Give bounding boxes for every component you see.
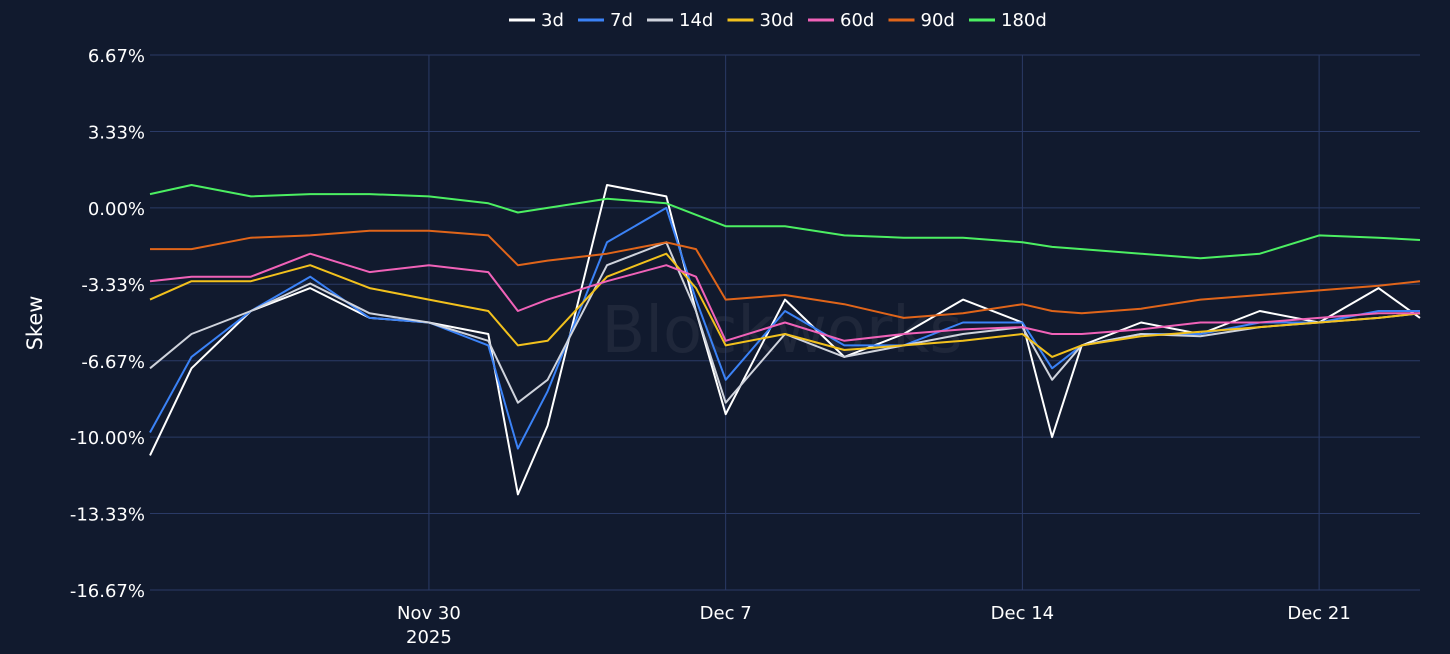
legend-item-60d[interactable]: 60d (808, 10, 874, 31)
x-tick-label: Dec 7 (700, 603, 752, 624)
y-tick-label: -6.67% (81, 352, 145, 373)
legend-label: 60d (840, 10, 874, 31)
y-tick-label: -3.33% (81, 275, 145, 296)
x-tick-year-label: 2025 (406, 627, 452, 648)
legend-label: 14d (679, 10, 713, 31)
legend-label: 180d (1001, 10, 1047, 31)
legend-item-30d[interactable]: 30d (727, 10, 794, 31)
legend-item-3d[interactable]: 3d (509, 10, 564, 31)
y-tick-label: 6.67% (88, 46, 145, 67)
legend-label: 30d (760, 10, 794, 31)
series-line-30d (149, 252, 1421, 358)
series-line-180d (149, 184, 1421, 260)
series-line-7d (149, 206, 1420, 450)
legend-label: 7d (610, 10, 633, 31)
x-tick-label: Dec 21 (1287, 603, 1350, 624)
legend-item-90d[interactable]: 90d (888, 10, 955, 31)
legend-item-14d[interactable]: 14d (647, 10, 713, 31)
series-layer (149, 184, 1421, 496)
y-axis-title: Skew (23, 296, 47, 351)
x-tick-label: Nov 30 (397, 603, 461, 624)
legend-item-180d[interactable]: 180d (969, 10, 1047, 31)
y-tick-label: -10.00% (70, 428, 145, 449)
y-tick-label: 0.00% (88, 199, 145, 220)
series-line-90d (150, 229, 1421, 319)
legend-label: 90d (921, 10, 955, 31)
legend[interactable]: 3d 7d 14d 30d 60d 90d 180d (509, 10, 1047, 31)
legend-item-7d[interactable]: 7d (578, 10, 633, 31)
x-tick-label: Dec 14 (991, 603, 1054, 624)
series-line-14d (149, 241, 1421, 404)
y-tick-label: -16.67% (70, 581, 145, 602)
x-axis: Nov 30 Dec 7 Dec 14 Dec 21 2025 (397, 603, 1351, 648)
legend-label: 3d (541, 10, 564, 31)
y-axis: 6.67% 3.33% 0.00% -3.33% -6.67% -10.00% -13.33… (70, 46, 145, 602)
y-tick-label: 3.33% (88, 123, 145, 144)
y-tick-label: -13.33% (70, 504, 145, 525)
series-line-60d (149, 252, 1420, 342)
